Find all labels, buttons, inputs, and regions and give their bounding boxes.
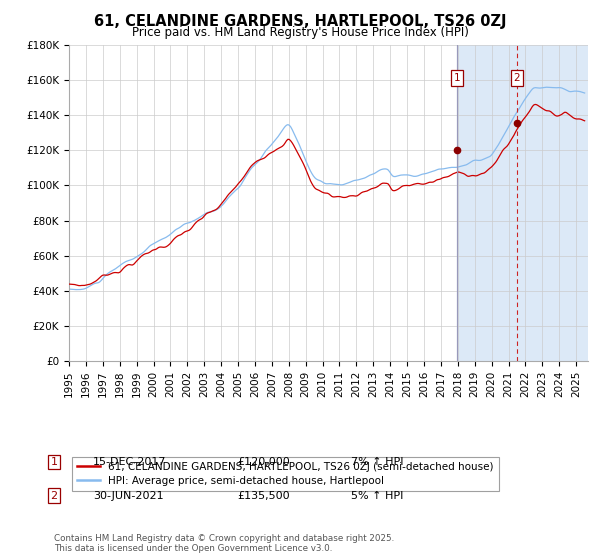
- Text: 1: 1: [50, 457, 58, 467]
- Text: 2: 2: [50, 491, 58, 501]
- Text: 5% ↑ HPI: 5% ↑ HPI: [351, 491, 403, 501]
- Text: Price paid vs. HM Land Registry's House Price Index (HPI): Price paid vs. HM Land Registry's House …: [131, 26, 469, 39]
- Text: 2: 2: [514, 73, 520, 83]
- Text: 30-JUN-2021: 30-JUN-2021: [93, 491, 164, 501]
- Text: 15-DEC-2017: 15-DEC-2017: [93, 457, 167, 467]
- Text: £135,500: £135,500: [237, 491, 290, 501]
- Text: 7% ↑ HPI: 7% ↑ HPI: [351, 457, 404, 467]
- Text: 1: 1: [454, 73, 460, 83]
- Legend: 61, CELANDINE GARDENS, HARTLEPOOL, TS26 0ZJ (semi-detached house), HPI: Average : 61, CELANDINE GARDENS, HARTLEPOOL, TS26 …: [71, 456, 499, 491]
- Text: Contains HM Land Registry data © Crown copyright and database right 2025.
This d: Contains HM Land Registry data © Crown c…: [54, 534, 394, 553]
- Text: £120,000: £120,000: [237, 457, 290, 467]
- Text: 61, CELANDINE GARDENS, HARTLEPOOL, TS26 0ZJ: 61, CELANDINE GARDENS, HARTLEPOOL, TS26 …: [94, 14, 506, 29]
- Bar: [457, 45, 600, 361]
